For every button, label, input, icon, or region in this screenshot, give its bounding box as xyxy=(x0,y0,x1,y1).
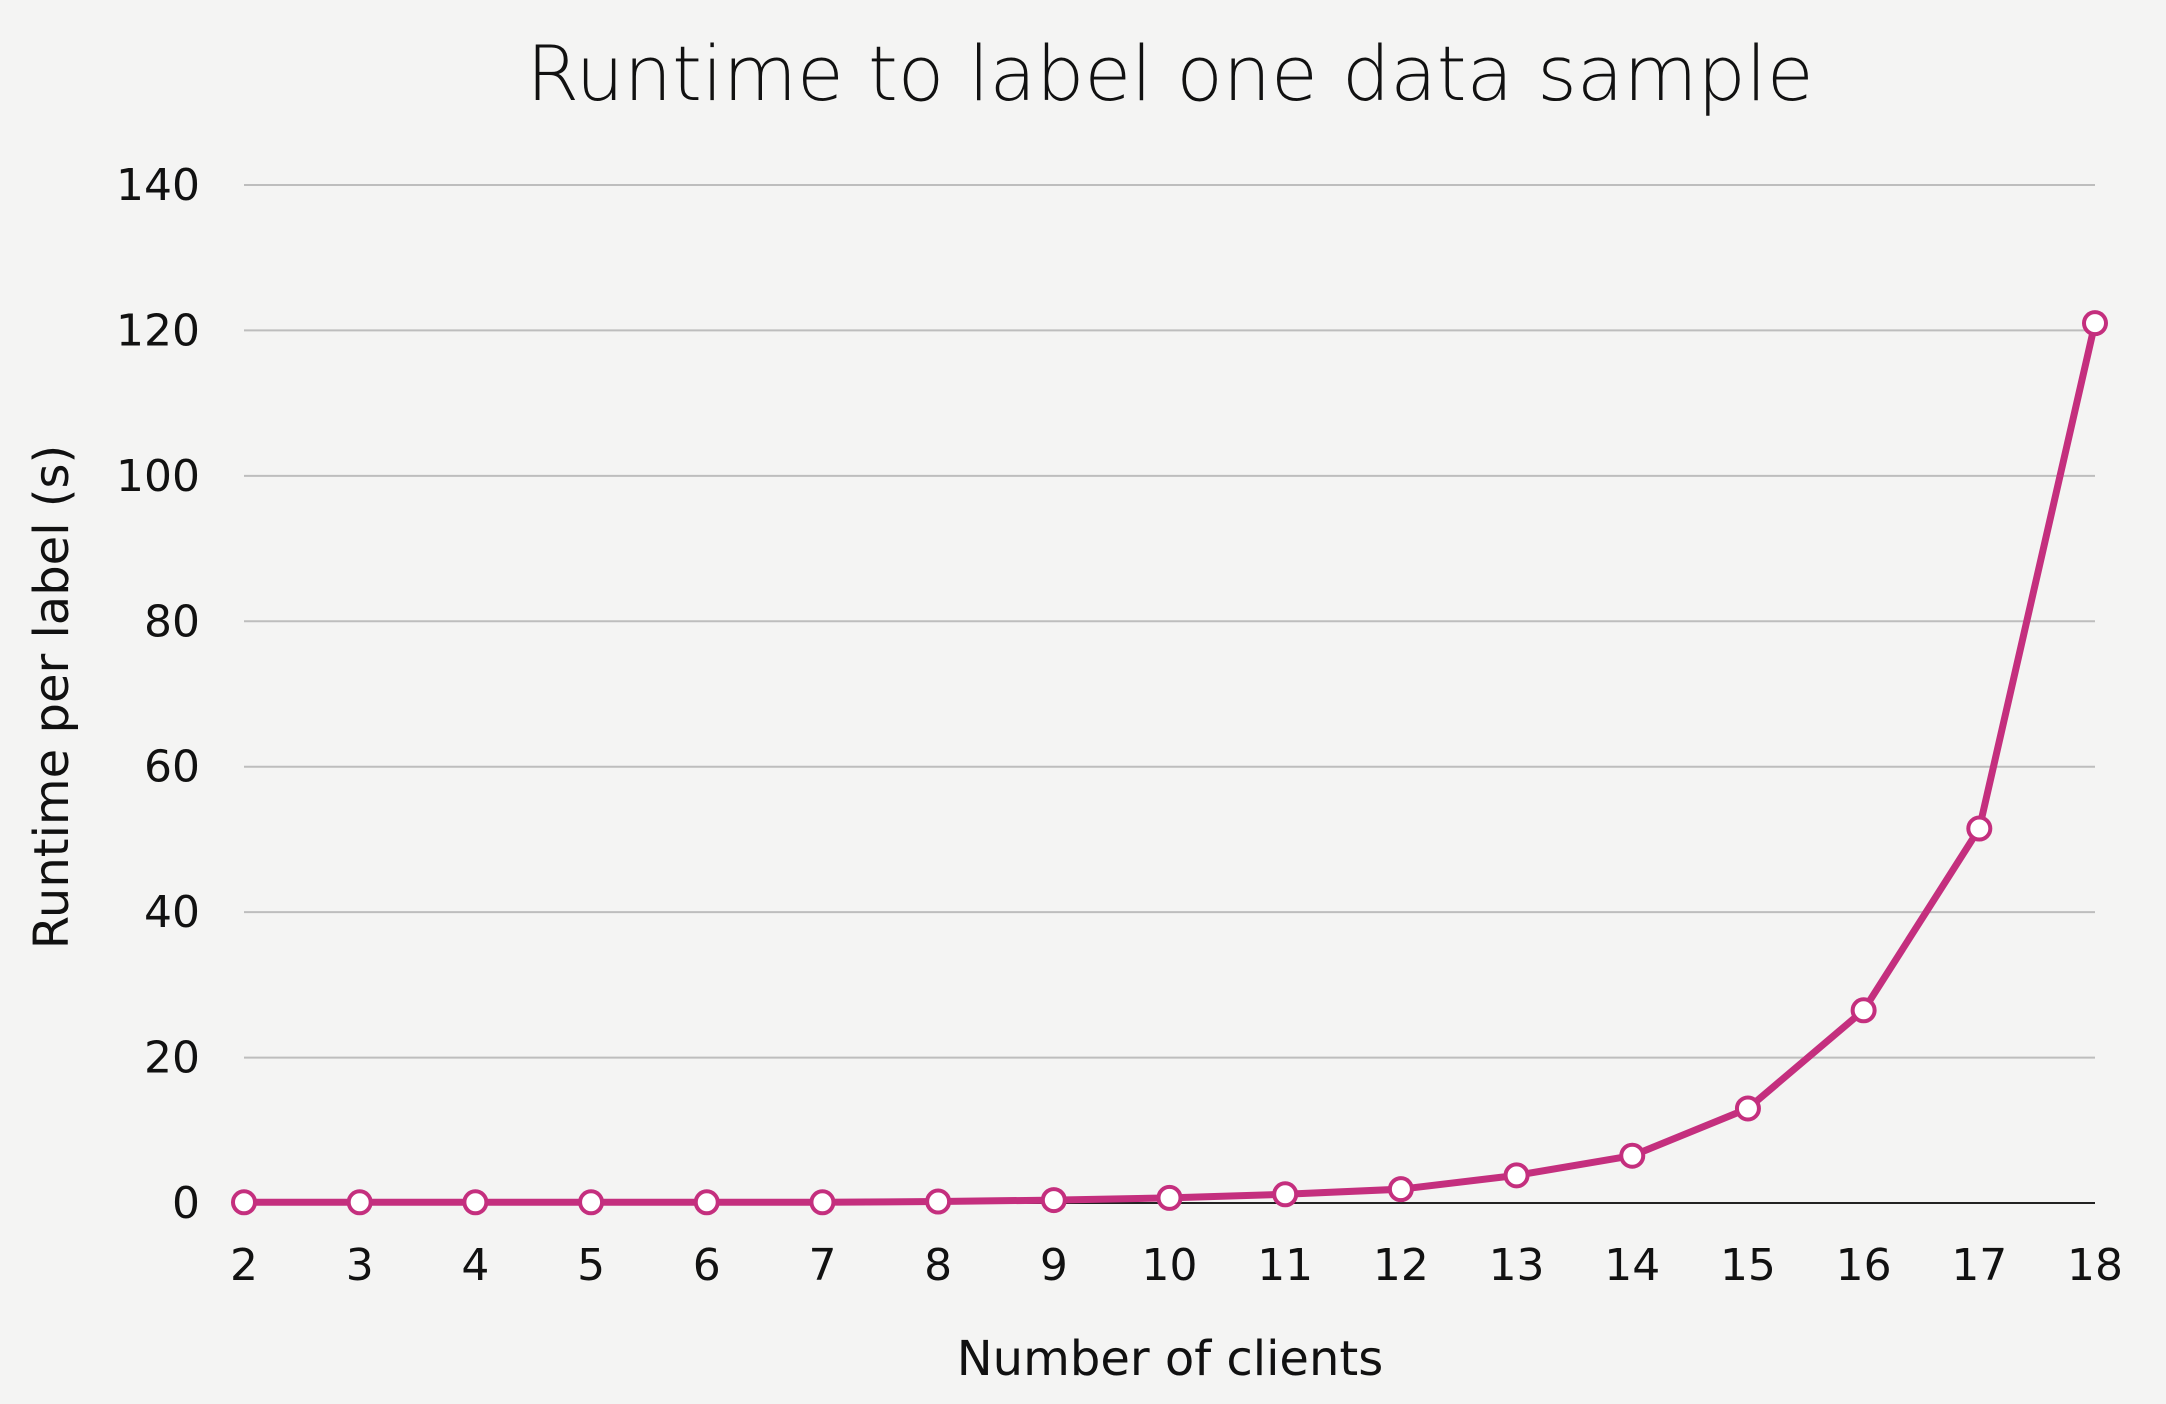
data-point xyxy=(1272,1181,1299,1208)
y-tick-label: 40 xyxy=(144,887,200,938)
y-tick-label: 120 xyxy=(116,305,200,356)
data-point xyxy=(925,1188,952,1215)
data-point xyxy=(1966,815,1993,842)
series-line xyxy=(240,319,2099,1206)
x-tick-label: 2 xyxy=(230,1240,258,1291)
data-point xyxy=(809,1189,836,1216)
x-tick-label: 6 xyxy=(693,1240,721,1291)
x-tick-label: 5 xyxy=(577,1240,605,1291)
y-tick-label: 60 xyxy=(144,742,200,793)
data-point xyxy=(346,1189,373,1216)
x-tick-label: 7 xyxy=(808,1240,836,1291)
x-tick-label: 11 xyxy=(1257,1240,1313,1291)
data-point xyxy=(693,1189,720,1216)
data-point xyxy=(1850,997,1877,1024)
x-tick-label: 14 xyxy=(1604,1240,1660,1291)
x-tick-label: 13 xyxy=(1489,1240,1545,1291)
y-tick-label: 20 xyxy=(144,1033,200,1084)
x-axis-ticks: 2 3 4 5 6 7 8 9 10 11 12 13 14 15 16 17 18 xyxy=(230,1240,2123,1291)
x-tick-label: 4 xyxy=(461,1240,489,1291)
gridlines xyxy=(244,184,2095,1204)
data-point xyxy=(1040,1187,1067,1214)
data-point xyxy=(1387,1176,1414,1203)
x-tick-label: 18 xyxy=(2067,1240,2123,1291)
data-point xyxy=(1734,1095,1761,1122)
data-point xyxy=(231,1189,257,1216)
x-tick-label: 8 xyxy=(924,1240,952,1291)
y-tick-label: 140 xyxy=(116,160,200,211)
data-point xyxy=(1503,1162,1530,1189)
y-tick-label: 100 xyxy=(116,451,200,502)
series-line-path xyxy=(240,319,2099,1206)
data-point xyxy=(1619,1142,1646,1169)
x-axis-title: Number of clients xyxy=(957,1331,1383,1387)
x-tick-label: 16 xyxy=(1836,1240,1892,1291)
x-tick-label: 3 xyxy=(346,1240,374,1291)
x-tick-label: 15 xyxy=(1720,1240,1776,1291)
data-point xyxy=(2082,310,2108,337)
x-tick-label: 17 xyxy=(1951,1240,2007,1291)
x-tick-label: 10 xyxy=(1142,1240,1198,1291)
data-point xyxy=(578,1189,605,1216)
x-tick-label: 9 xyxy=(1040,1240,1068,1291)
x-tick-label: 12 xyxy=(1373,1240,1429,1291)
series-markers xyxy=(231,310,2108,1216)
data-point xyxy=(1156,1184,1183,1211)
y-tick-label: 0 xyxy=(172,1178,200,1229)
y-axis-title: Runtime per label (s) xyxy=(24,445,80,950)
chart-title: Runtime to label one data sample xyxy=(526,29,1813,118)
y-axis-ticks: 0 20 40 60 80 100 120 140 xyxy=(116,160,200,1229)
data-point xyxy=(462,1189,489,1216)
y-tick-label: 80 xyxy=(144,596,200,647)
